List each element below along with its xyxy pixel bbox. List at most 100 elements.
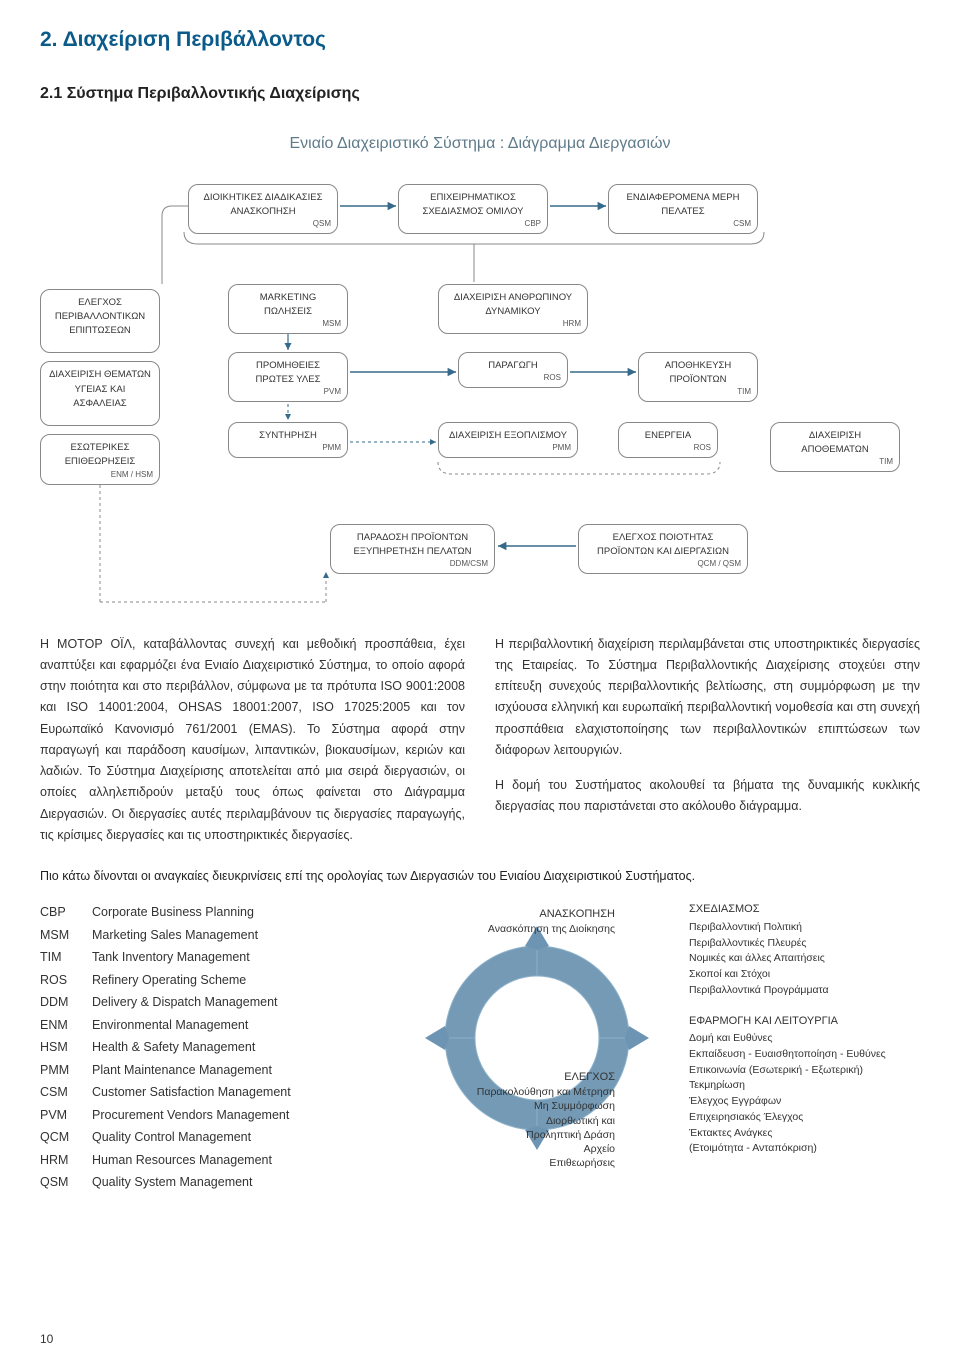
process-box: ΑΠΟΘΗΚΕΥΣΗ ΠΡΟΪΟΝΤΩΝTIM (638, 352, 758, 403)
body-text: Η ΜΟΤΟΡ ΟΪΛ, καταβάλλοντας συνεχή και με… (40, 634, 920, 847)
side-box: ΕΣΩΤΕΡΙΚΕΣ ΕΠΙΘΕΩΡΗΣΕΙΣENM / HSM (40, 434, 160, 485)
process-box: MARKETING ΠΩΛΗΣΕΙΣMSM (228, 284, 348, 335)
phase-item: Σκοποί και Στόχοι (689, 967, 920, 983)
process-box: ΠΡΟΜΗΘΕΙΕΣ ΠΡΩΤΕΣ ΥΛΕΣPVM (228, 352, 348, 403)
process-box-tag: CSM (733, 218, 751, 230)
process-box-tag: TIM (879, 456, 893, 468)
definition-row: TIMTank Inventory Management (40, 946, 370, 969)
cycle-control-line: Επιθεωρήσεις (445, 1156, 615, 1170)
definition-row: ENMEnvironmental Management (40, 1014, 370, 1037)
side-box: ΔΙΑΧΕΙΡΙΣΗ ΘΕΜΑΤΩΝ ΥΓΕΙΑΣ ΚΑΙ ΑΣΦΑΛΕΙΑΣ (40, 361, 160, 426)
phase-item: Επιχειρησιακός Έλεγχος (689, 1110, 920, 1126)
heading-1: 2. Διαχείριση Περιβάλλοντος (40, 24, 920, 56)
definition-row: ROSRefinery Operating Scheme (40, 969, 370, 992)
definition-row: QSMQuality System Management (40, 1171, 370, 1194)
definition-desc: Refinery Operating Scheme (92, 969, 246, 992)
definition-desc: Procurement Vendors Management (92, 1104, 289, 1127)
process-box-tag: DDM/CSM (450, 558, 488, 570)
definition-abbr: MSM (40, 924, 92, 947)
definition-desc: Health & Safety Management (92, 1036, 255, 1059)
process-box: ΣΥΝΤΗΡΗΣΗPMM (228, 422, 348, 458)
phase-item: Επικοινωνία (Εσωτερική - Εξωτερική) (689, 1063, 920, 1079)
phase: ΕΦΑΡΜΟΓΗ ΚΑΙ ΛΕΙΤΟΥΡΓΙΑΔομή και ΕυθύνεςΕ… (689, 1013, 920, 1158)
definition-desc: Quality Control Management (92, 1126, 251, 1149)
definitions-list: CBPCorporate Business PlanningMSMMarketi… (40, 901, 370, 1194)
process-box: ΠΑΡΑΔΟΣΗ ΠΡΟΪΟΝΤΩΝ ΕΞΥΠΗΡΕΤΗΣΗ ΠΕΛΑΤΩΝDD… (330, 524, 495, 575)
process-box: ΕΝΔΙΑΦΕΡΟΜΕΝΑ ΜΕΡΗ ΠΕΛΑΤΕΣCSM (608, 184, 758, 235)
cycle-review-title: ΑΝΑΣΚΟΠΗΣΗ (465, 907, 615, 922)
phase-title: ΕΦΑΡΜΟΓΗ ΚΑΙ ΛΕΙΤΟΥΡΓΙΑ (689, 1013, 920, 1030)
process-box: ΕΛΕΓΧΟΣ ΠΟΙΟΤΗΤΑΣ ΠΡΟΪΟΝΤΩΝ ΚΑΙ ΔΙΕΡΓΑΣΙ… (578, 524, 748, 575)
definition-abbr: CSM (40, 1081, 92, 1104)
process-box: ΔΙΟΙΚΗΤΙΚΕΣ ΔΙΑΔΙΚΑΣΙΕΣ ΑΝΑΣΚΟΠΗΣΗQSM (188, 184, 338, 235)
process-box: ΕΠΙΧΕΙΡΗΜΑΤΙΚΟΣ ΣΧΕΔΙΑΣΜΟΣ ΟΜΙΛΟΥCBP (398, 184, 548, 235)
definition-desc: Quality System Management (92, 1171, 253, 1194)
definition-abbr: PVM (40, 1104, 92, 1127)
process-box-tag: QCM / QSM (697, 558, 741, 570)
process-box-tag: CBP (525, 218, 541, 230)
process-box: ΔΙΑΧΕΙΡΙΣΗ ΑΠΟΘΕΜΑΤΩΝTIM (770, 422, 900, 473)
body-right-p2: Η δομή του Συστήματος ακολουθεί τα βήματ… (495, 775, 920, 818)
definition-row: HSMHealth & Safety Management (40, 1036, 370, 1059)
process-box: ΔΙΑΧΕΙΡΙΣΗ ΕΞΟΠΛΙΣΜΟΥPMM (438, 422, 578, 458)
definition-abbr: DDM (40, 991, 92, 1014)
definition-abbr: QCM (40, 1126, 92, 1149)
phase-item: (Ετοιμότητα - Ανταπόκριση) (689, 1141, 920, 1157)
definition-abbr: HRM (40, 1149, 92, 1172)
definition-abbr: QSM (40, 1171, 92, 1194)
definition-abbr: ENM (40, 1014, 92, 1037)
definition-row: MSMMarketing Sales Management (40, 924, 370, 947)
definition-desc: Human Resources Management (92, 1149, 272, 1172)
cycle-diagram: ΑΝΑΣΚΟΠΗΣΗ Ανασκόπηση της Διοίκησης ΕΛΕΓ… (400, 901, 675, 1176)
definition-row: QCMQuality Control Management (40, 1126, 370, 1149)
phase-title: ΣΧΕΔΙΑΣΜΟΣ (689, 901, 920, 918)
page-number: 10 (40, 1330, 53, 1348)
process-box-tag: TIM (737, 386, 751, 398)
cycle-control-line: Αρχείο (445, 1142, 615, 1156)
phase-item: Νομικές και άλλες Απαιτήσεις (689, 951, 920, 967)
phase-item: Περιβαλλοντική Πολιτική (689, 920, 920, 936)
side-box: ΕΛΕΓΧΟΣ ΠΕΡΙΒΑΛΛΟΝΤΙΚΩΝ ΕΠΙΠΤΩΣΕΩΝ (40, 289, 160, 354)
definitions-intro: Πιο κάτω δίνονται οι αναγκαίες διευκρινί… (40, 866, 920, 887)
heading-2: 2.1 Σύστημα Περιβαλλοντικής Διαχείρισης (40, 82, 920, 106)
process-box: ΕΝΕΡΓΕΙΑROS (618, 422, 718, 458)
definition-abbr: PMM (40, 1059, 92, 1082)
body-right: Η περιβαλλοντική διαχείριση περιλαμβάνετ… (495, 634, 920, 847)
definition-row: CBPCorporate Business Planning (40, 901, 370, 924)
diagram-title: Ενιαίο Διαχειριστικό Σύστημα : Διάγραμμα… (40, 132, 920, 156)
process-box-tag: MSM (322, 318, 341, 330)
phase-item: Έκτακτες Ανάγκες (689, 1126, 920, 1142)
definition-desc: Tank Inventory Management (92, 946, 250, 969)
process-box-tag: ROS (544, 372, 561, 384)
process-box-tag: ROS (694, 442, 711, 454)
definition-desc: Customer Satisfaction Management (92, 1081, 291, 1104)
process-diagram: ΕΛΕΓΧΟΣ ΠΕΡΙΒΑΛΛΟΝΤΙΚΩΝ ΕΠΙΠΤΩΣΕΩΝ ΔΙΑΧΕΙ… (40, 184, 920, 604)
cycle-control-line: Προληπτική Δράση (445, 1128, 615, 1142)
phase-list: ΣΧΕΔΙΑΣΜΟΣ Περιβαλλοντική ΠολιτικήΠεριβαλ… (689, 901, 920, 1194)
cycle-control-line: Μη Συμμόρφωση (445, 1099, 615, 1113)
definition-desc: Environmental Management (92, 1014, 248, 1037)
cycle-control-title: ΕΛΕΓΧΟΣ (445, 1070, 615, 1085)
phase-item: Περιβαλλοντικές Πλευρές (689, 936, 920, 952)
definition-desc: Corporate Business Planning (92, 901, 254, 924)
process-box: ΠΑΡΑΓΩΓΗROS (458, 352, 568, 388)
cycle-control-line: Παρακολούθηση και Μέτρηση (445, 1085, 615, 1099)
side-box-tag: ENM / HSM (111, 469, 153, 481)
definition-desc: Plant Maintenance Management (92, 1059, 272, 1082)
definition-row: PVMProcurement Vendors Management (40, 1104, 370, 1127)
cycle-control-line: Διορθωτική και (445, 1114, 615, 1128)
definition-row: HRMHuman Resources Management (40, 1149, 370, 1172)
definition-row: DDMDelivery & Dispatch Management (40, 991, 370, 1014)
phase-item: Τεκμηρίωση (689, 1078, 920, 1094)
process-box-tag: QSM (313, 218, 331, 230)
phase-item: Εκπαίδευση - Ευαισθητοποίηση - Ευθύνες (689, 1047, 920, 1063)
definition-desc: Delivery & Dispatch Management (92, 991, 278, 1014)
definition-abbr: HSM (40, 1036, 92, 1059)
phase: ΣΧΕΔΙΑΣΜΟΣ Περιβαλλοντική ΠολιτικήΠεριβαλ… (689, 901, 920, 998)
definition-abbr: CBP (40, 901, 92, 924)
process-box-tag: PMM (322, 442, 341, 454)
process-box-tag: HRM (563, 318, 581, 330)
body-left: Η ΜΟΤΟΡ ΟΪΛ, καταβάλλοντας συνεχή και με… (40, 634, 465, 847)
phase-item: Έλεγχος Εγγράφων (689, 1094, 920, 1110)
body-right-p1: Η περιβαλλοντική διαχείριση περιλαμβάνετ… (495, 634, 920, 762)
